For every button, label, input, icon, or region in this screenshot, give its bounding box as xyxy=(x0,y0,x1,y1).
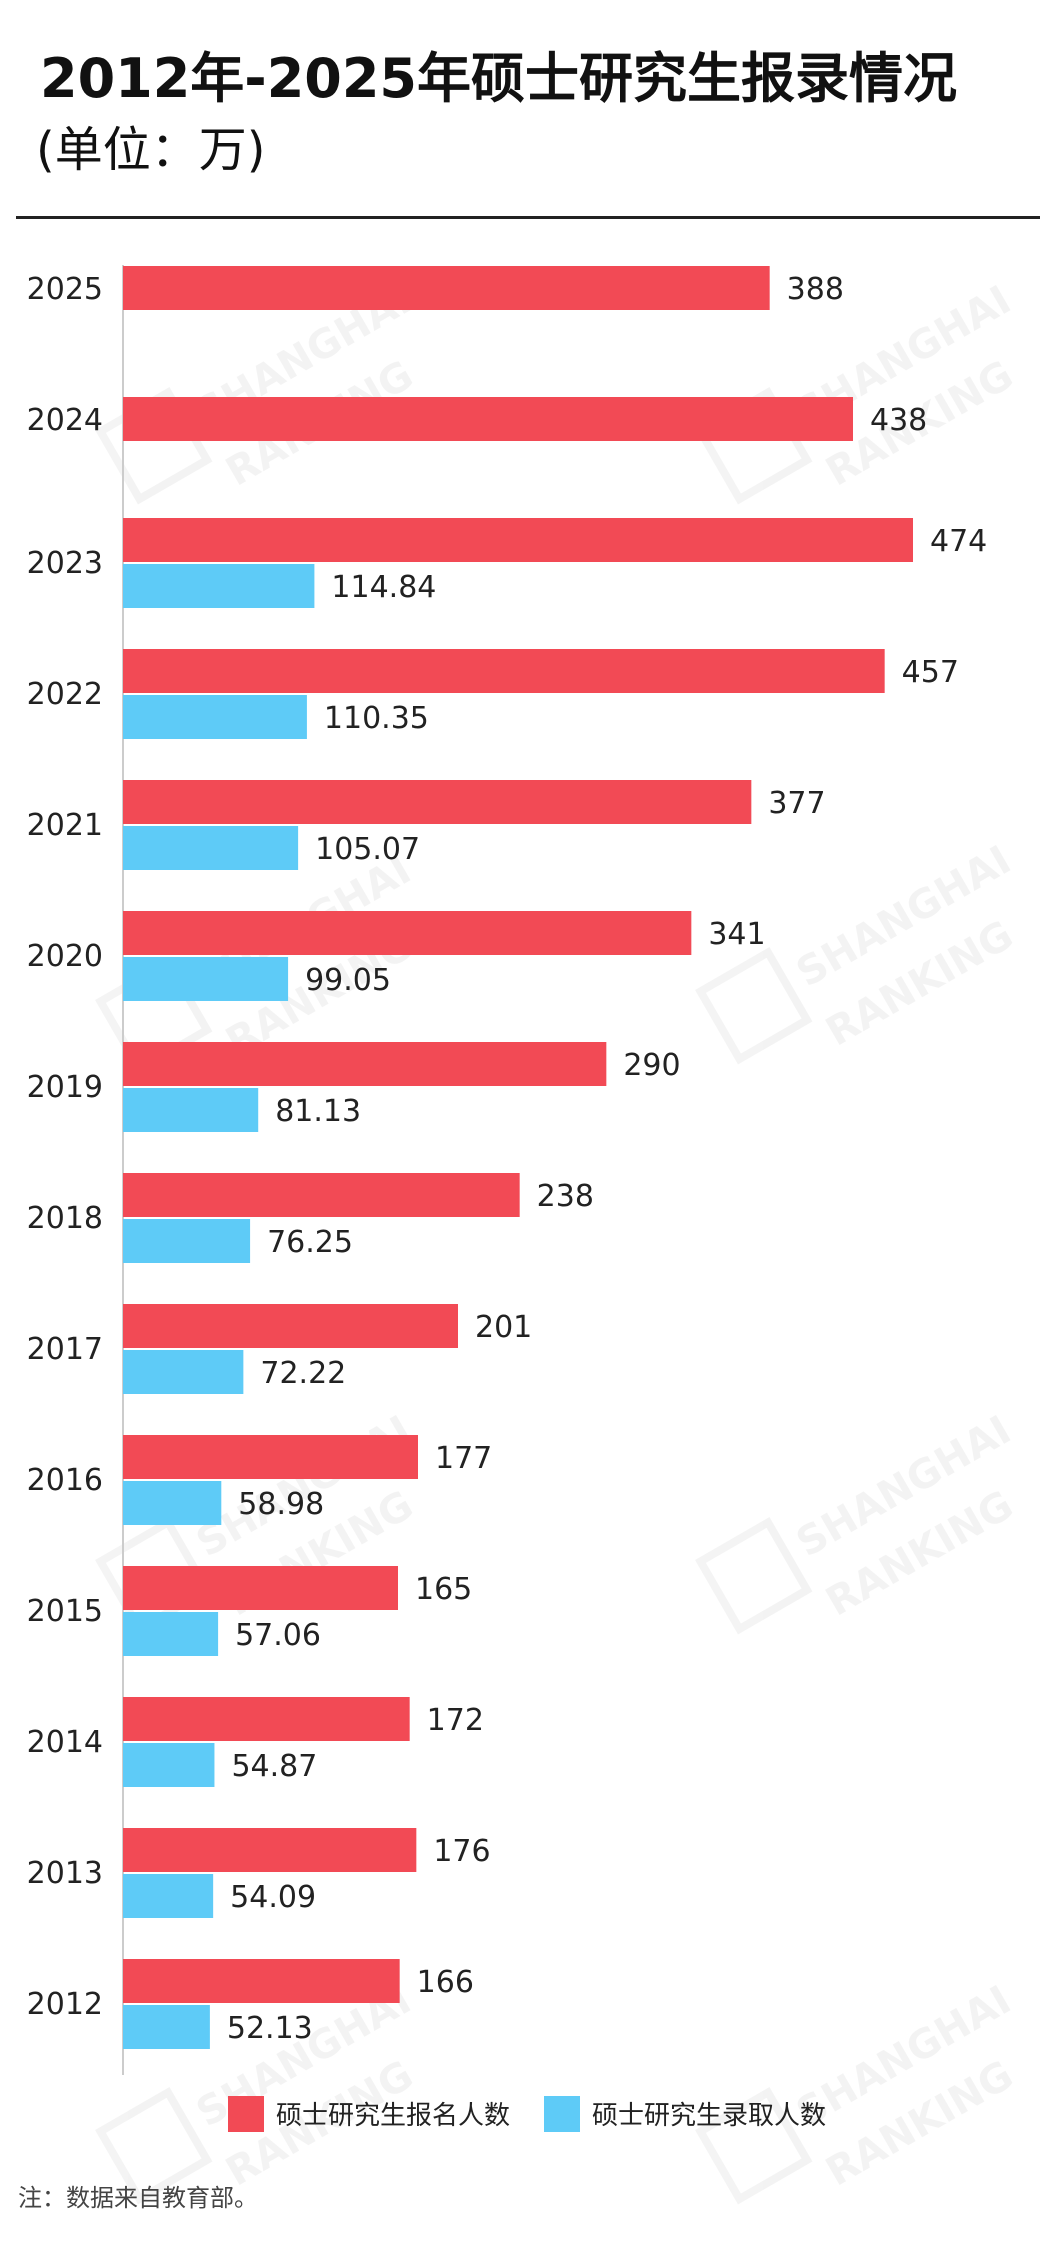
data-label-applicants: 438 xyxy=(870,403,927,438)
data-label-applicants: 377 xyxy=(768,786,825,821)
data-label-admitted: 58.98 xyxy=(238,1487,324,1522)
y-tick-label: 2015 xyxy=(27,1594,103,1629)
data-label-admitted: 54.87 xyxy=(231,1749,317,1784)
title-divider xyxy=(16,216,1040,219)
legend-label-applicants: 硕士研究生报名人数 xyxy=(276,2101,511,2131)
legend-item-applicants: 硕士研究生报名人数 xyxy=(228,2095,510,2132)
data-label-admitted: 76.25 xyxy=(267,1225,353,1260)
bar-admitted xyxy=(123,1874,214,1918)
bar-applicants xyxy=(123,1042,607,1086)
legend: 硕士研究生报名人数 硕士研究生录取人数 xyxy=(228,2095,860,2132)
y-tick-label: 2017 xyxy=(27,1332,103,1367)
data-label-applicants: 201 xyxy=(475,1310,532,1345)
data-label-admitted: 81.13 xyxy=(275,1094,361,1129)
y-tick-label: 2012 xyxy=(27,1987,103,2022)
bar-admitted xyxy=(123,1743,215,1787)
y-tick-label: 2025 xyxy=(27,272,103,307)
y-tick-label: 2019 xyxy=(27,1070,103,1105)
bar-applicants xyxy=(123,1173,520,1217)
bar-admitted xyxy=(123,564,315,608)
y-tick-label: 2022 xyxy=(27,677,103,712)
data-label-admitted: 105.07 xyxy=(315,832,420,867)
y-tick-label: 2013 xyxy=(27,1856,103,1891)
y-tick-label: 2020 xyxy=(27,939,103,974)
data-label-admitted: 54.09 xyxy=(230,1880,316,1915)
bar-admitted xyxy=(123,957,289,1001)
data-label-admitted: 114.84 xyxy=(331,570,436,605)
bar-applicants xyxy=(123,397,853,441)
bar-applicants xyxy=(123,1697,410,1741)
bar-applicants xyxy=(123,518,913,562)
y-tick-label: 2024 xyxy=(27,403,103,438)
data-label-applicants: 166 xyxy=(417,1965,474,2000)
legend-swatch-applicants xyxy=(228,2095,264,2132)
data-label-applicants: 341 xyxy=(708,917,765,952)
bar-applicants xyxy=(123,649,885,693)
y-tick-label: 2021 xyxy=(27,808,103,843)
data-label-applicants: 176 xyxy=(433,1834,490,1869)
bar-admitted xyxy=(123,1350,244,1394)
bar-applicants xyxy=(123,266,770,310)
y-tick-label: 2014 xyxy=(27,1725,103,1760)
chart-title: 2012年-2025年硕士研究生报录情况 xyxy=(40,47,957,110)
y-tick-label: 2018 xyxy=(27,1201,103,1236)
data-label-applicants: 165 xyxy=(415,1572,472,1607)
data-label-applicants: 290 xyxy=(623,1048,680,1083)
bar-applicants xyxy=(123,1435,418,1479)
bar-admitted xyxy=(123,1088,259,1132)
chart-subtitle: (单位：万) xyxy=(36,122,266,178)
data-label-applicants: 388 xyxy=(787,272,844,307)
legend-label-admitted: 硕士研究生录取人数 xyxy=(592,2101,827,2131)
bar-admitted xyxy=(123,1219,251,1263)
data-label-admitted: 72.22 xyxy=(260,1356,346,1391)
data-label-admitted: 57.06 xyxy=(235,1618,321,1653)
legend-item-admitted: 硕士研究生录取人数 xyxy=(544,2095,826,2132)
data-label-applicants: 457 xyxy=(902,655,959,690)
bar-admitted xyxy=(123,1481,222,1525)
data-label-admitted: 52.13 xyxy=(227,2011,313,2046)
data-label-applicants: 474 xyxy=(930,524,987,559)
bar-applicants xyxy=(123,1566,398,1610)
y-tick-label: 2016 xyxy=(27,1463,103,1498)
source-note: 注：数据来自教育部。 xyxy=(18,2184,258,2212)
data-label-applicants: 238 xyxy=(537,1179,594,1214)
bar-admitted xyxy=(123,826,299,870)
data-label-applicants: 172 xyxy=(427,1703,484,1738)
y-tick-label: 2023 xyxy=(27,546,103,581)
bar-applicants xyxy=(123,780,752,824)
bar-applicants xyxy=(123,1828,417,1872)
bar-admitted xyxy=(123,1612,219,1656)
data-label-admitted: 110.35 xyxy=(324,701,429,736)
data-label-applicants: 177 xyxy=(435,1441,492,1476)
bar-admitted xyxy=(123,2005,210,2049)
bar-applicants xyxy=(123,1304,458,1348)
bar-applicants xyxy=(123,1959,400,2003)
legend-swatch-admitted xyxy=(544,2095,581,2132)
data-label-admitted: 99.05 xyxy=(305,963,391,998)
bar-applicants xyxy=(123,911,692,955)
bar-admitted xyxy=(123,695,307,739)
